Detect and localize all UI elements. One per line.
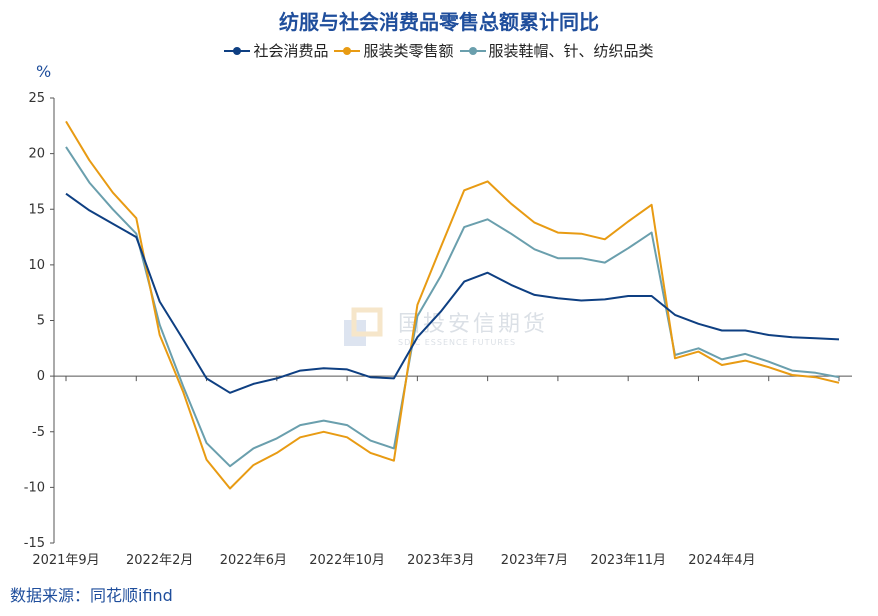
y-tick-label: 0 bbox=[37, 369, 45, 384]
y-tick-label: 10 bbox=[28, 258, 45, 273]
legend-swatch-textile bbox=[459, 45, 486, 57]
y-axis-unit: % bbox=[36, 62, 52, 81]
series-layer bbox=[65, 120, 840, 490]
y-tick-label: -10 bbox=[24, 480, 45, 495]
legend: 社会消费品 服装类零售额 服装鞋帽、针、纺织品类 bbox=[0, 40, 878, 61]
legend-swatch-retail bbox=[224, 45, 251, 57]
x-tick-label: 2023年11月 bbox=[590, 553, 666, 568]
x-tick-label: 2021年9月 bbox=[32, 553, 99, 568]
legend-item-apparel[interactable]: 服装类零售额 bbox=[334, 40, 454, 61]
series-line-0 bbox=[65, 192, 840, 394]
y-tick-label: -15 bbox=[24, 536, 45, 551]
y-tick-label: 25 bbox=[28, 91, 45, 106]
x-tick-label: 2022年10月 bbox=[309, 553, 385, 568]
legend-label-retail: 社会消费品 bbox=[253, 42, 329, 60]
legend-label-apparel: 服装类零售额 bbox=[363, 42, 454, 60]
x-tick-label: 2024年4月 bbox=[688, 553, 755, 568]
x-tick-label: 2022年2月 bbox=[126, 553, 193, 568]
x-tick-label: 2023年3月 bbox=[407, 553, 474, 568]
watermark-logo-icon bbox=[344, 307, 383, 346]
legend-item-retail[interactable]: 社会消费品 bbox=[224, 40, 328, 61]
chart-title: 纺服与社会消费品零售总额累计同比 bbox=[279, 10, 599, 34]
legend-swatch-apparel bbox=[334, 45, 361, 57]
watermark: 国投安信期货 SDIC ESSENCE FUTURES bbox=[340, 304, 560, 352]
legend-label-textile: 服装鞋帽、针、纺织品类 bbox=[488, 42, 654, 60]
series-line-2 bbox=[65, 146, 840, 468]
x-tick-label: 2022年6月 bbox=[220, 553, 287, 568]
y-tick-label: 15 bbox=[28, 202, 45, 217]
x-tick-label: 2023年7月 bbox=[501, 553, 568, 568]
watermark-subtext: SDIC ESSENCE FUTURES bbox=[398, 338, 517, 347]
y-tick-label: 20 bbox=[28, 147, 45, 162]
y-tick-label: -5 bbox=[32, 425, 45, 440]
legend-item-textile[interactable]: 服装鞋帽、针、纺织品类 bbox=[459, 40, 654, 61]
y-tick-label: 5 bbox=[37, 314, 45, 329]
axes: 25 20 15 10 5 0 -5 -10 -15 2021年9月 2022年2月 2022年6月 2… bbox=[24, 91, 852, 568]
data-source: 数据来源：同花顺ifind bbox=[10, 586, 173, 605]
series-line-1 bbox=[65, 120, 840, 490]
